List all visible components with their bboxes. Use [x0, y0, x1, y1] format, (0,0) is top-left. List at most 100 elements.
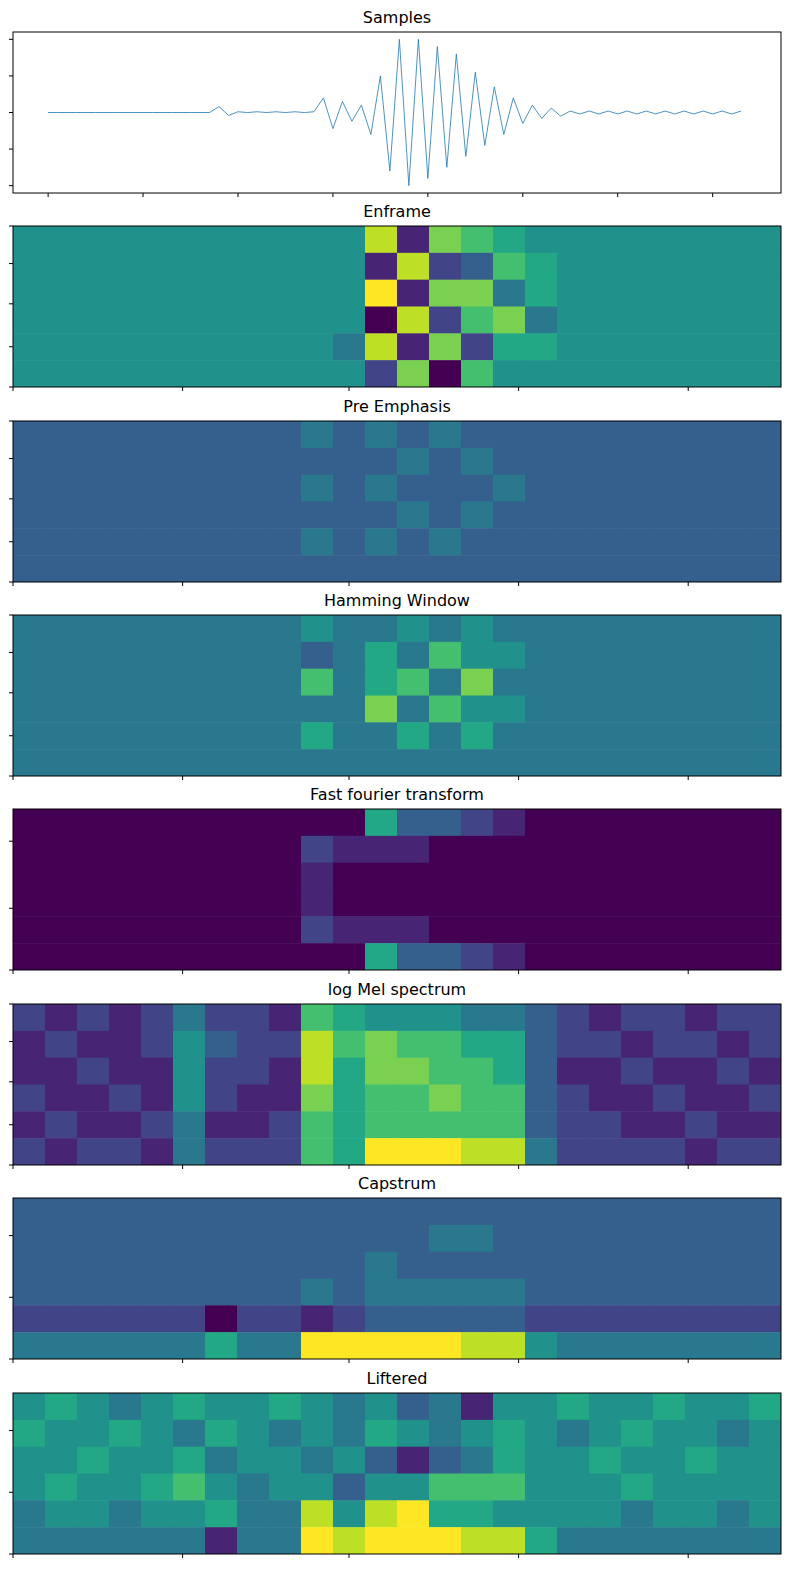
cell: [397, 1138, 430, 1165]
cell: [301, 863, 334, 890]
cell: [461, 1225, 494, 1252]
cell: [429, 502, 462, 529]
cell: [397, 916, 430, 943]
cell: [237, 1252, 270, 1279]
cell: [621, 502, 654, 529]
x-tick: [182, 582, 183, 586]
cell: [717, 1198, 750, 1225]
cell: [269, 1500, 302, 1527]
waveform: [48, 39, 741, 185]
cell: [685, 421, 718, 448]
cell: [525, 642, 558, 669]
cell: [77, 722, 110, 749]
cell: [237, 528, 270, 555]
cell: [237, 280, 270, 307]
cell: [493, 916, 526, 943]
cell: [365, 1500, 398, 1527]
cell: [621, 916, 654, 943]
cell: [493, 421, 526, 448]
cell: [685, 943, 718, 970]
cell: [45, 360, 78, 387]
cell: [205, 1500, 238, 1527]
cell: [269, 1393, 302, 1420]
cell: [45, 669, 78, 696]
cell: [557, 696, 590, 723]
cell: [365, 1225, 398, 1252]
cell: [461, 809, 494, 836]
cell: [269, 1085, 302, 1112]
cell: [653, 555, 686, 582]
cell: [77, 1332, 110, 1359]
cell: [685, 333, 718, 360]
plot-area: [13, 1393, 781, 1554]
cell: [333, 1111, 366, 1138]
cell: [525, 1058, 558, 1085]
cell: [237, 642, 270, 669]
cell: [685, 1393, 718, 1420]
cell: [109, 421, 142, 448]
cell: [525, 669, 558, 696]
panel: Hamming Window: [9, 591, 782, 780]
cell: [301, 1420, 334, 1447]
cell: [525, 1420, 558, 1447]
cell: [685, 1474, 718, 1501]
cell: [717, 943, 750, 970]
cell: [301, 555, 334, 582]
cell: [237, 1225, 270, 1252]
cell: [557, 307, 590, 334]
cell: [397, 809, 430, 836]
cell: [333, 1527, 366, 1554]
cell: [717, 475, 750, 502]
cell: [141, 1279, 174, 1306]
cell: [749, 1111, 781, 1138]
cell: [237, 1004, 270, 1031]
cell: [461, 1111, 494, 1138]
cell: [621, 1447, 654, 1474]
cell: [237, 421, 270, 448]
cell: [141, 555, 174, 582]
cell: [557, 916, 590, 943]
cell: [685, 669, 718, 696]
x-tick: [518, 1554, 519, 1558]
cell: [589, 421, 622, 448]
cell: [77, 916, 110, 943]
cell: [237, 333, 270, 360]
cell: [493, 1474, 526, 1501]
cell: [333, 1474, 366, 1501]
cell: [45, 1058, 78, 1085]
cell: [749, 528, 781, 555]
cell: [717, 307, 750, 334]
cell: [653, 1031, 686, 1058]
cell: [237, 1279, 270, 1306]
x-tick: [349, 970, 350, 974]
cell: [493, 1138, 526, 1165]
cell: [525, 722, 558, 749]
cell: [109, 1085, 142, 1112]
cell: [109, 280, 142, 307]
cell: [717, 1527, 750, 1554]
cell: [461, 448, 494, 475]
cell: [77, 1225, 110, 1252]
panel: Pre Emphasis: [9, 397, 782, 586]
cell: [269, 360, 302, 387]
cell: [525, 1111, 558, 1138]
cell: [461, 1420, 494, 1447]
cell: [749, 502, 781, 529]
cell: [109, 528, 142, 555]
cell: [493, 307, 526, 334]
cell: [493, 1058, 526, 1085]
cell: [557, 1004, 590, 1031]
plot-area: [13, 421, 781, 582]
cell: [333, 360, 366, 387]
cell: [237, 1058, 270, 1085]
cell: [749, 1420, 781, 1447]
cell: [749, 333, 781, 360]
cell: [461, 1252, 494, 1279]
cell: [429, 1279, 462, 1306]
cell: [685, 749, 718, 776]
cell: [493, 1198, 526, 1225]
cell: [749, 421, 781, 448]
cell: [493, 1004, 526, 1031]
cell: [77, 749, 110, 776]
cell: [365, 1393, 398, 1420]
